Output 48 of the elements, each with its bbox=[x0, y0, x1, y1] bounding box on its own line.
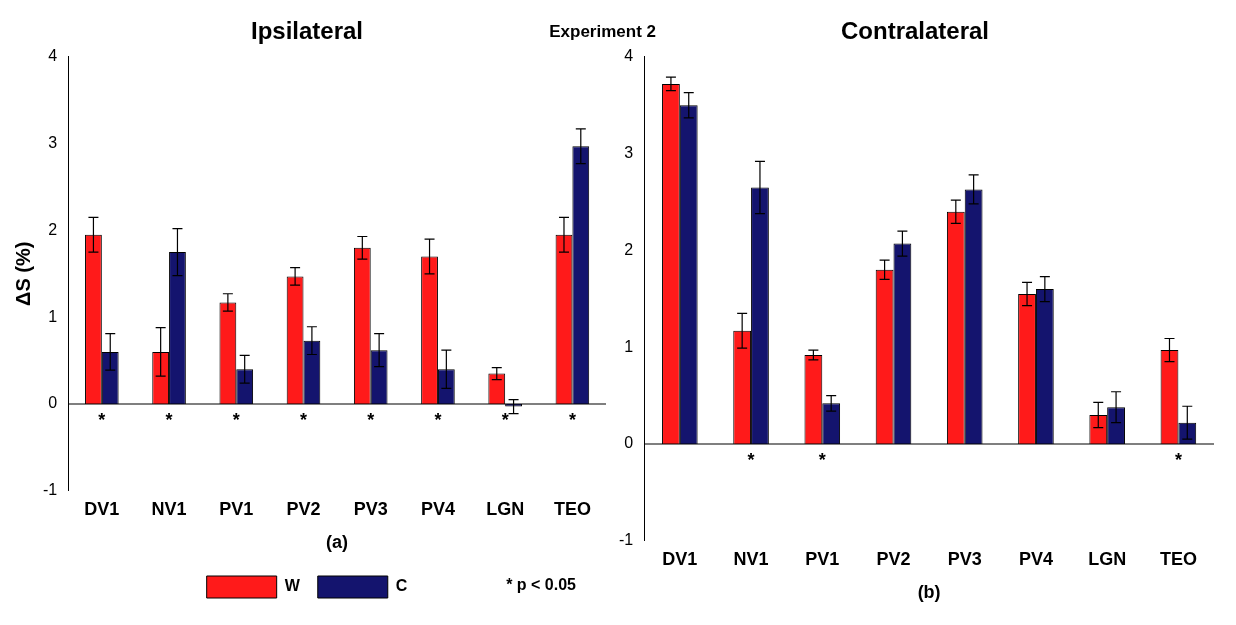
data-label: * bbox=[165, 409, 173, 430]
y-tick-label: 3 bbox=[48, 134, 58, 152]
chart-title: Contralateral bbox=[840, 17, 990, 45]
text: * p < 0.05 bbox=[506, 576, 576, 594]
x-tick-label: PV3 bbox=[353, 498, 388, 519]
y-tick-label: -1 bbox=[618, 531, 634, 549]
y-tick-label: 2 bbox=[48, 220, 58, 238]
x-tick-label: DV1 bbox=[662, 548, 698, 569]
data-label: * bbox=[98, 409, 106, 430]
data-label: * bbox=[1174, 449, 1182, 470]
y-tick-label: 1 bbox=[624, 337, 634, 355]
text: Experiment 2 bbox=[549, 22, 656, 42]
x-tick-label: LGN bbox=[1088, 548, 1127, 569]
x-tick-label: PV2 bbox=[286, 498, 321, 519]
data-label: * bbox=[367, 409, 375, 430]
y-tick-label: 3 bbox=[624, 144, 634, 162]
x-axis-title: (b) bbox=[917, 582, 941, 603]
x-tick-label: PV1 bbox=[805, 548, 840, 569]
x-tick-label: PV1 bbox=[219, 498, 254, 519]
data-label: * bbox=[434, 409, 442, 430]
y-tick-label: -1 bbox=[42, 481, 58, 499]
x-tick-label: NV1 bbox=[151, 498, 187, 519]
data-label: * bbox=[501, 409, 509, 430]
legend-label: W bbox=[284, 577, 301, 595]
legend-label: C bbox=[395, 577, 408, 595]
data-label: * bbox=[818, 449, 826, 470]
y-tick-label: 2 bbox=[624, 240, 634, 258]
x-tick-label: DV1 bbox=[84, 498, 120, 519]
x-tick-label: PV2 bbox=[876, 548, 911, 569]
x-tick-label: TEO bbox=[553, 498, 591, 519]
x-tick-label: NV1 bbox=[733, 548, 769, 569]
y-axis-title: ΔS (%) bbox=[11, 241, 34, 306]
y-tick-label: 0 bbox=[48, 394, 58, 412]
data-label: * bbox=[747, 449, 755, 470]
y-tick-label: 1 bbox=[48, 307, 58, 325]
x-tick-label: LGN bbox=[486, 498, 525, 519]
data-label: * bbox=[299, 409, 308, 430]
data-label: * bbox=[232, 409, 240, 430]
chart-title: Ipsilateral bbox=[250, 17, 364, 45]
y-tick-label: 4 bbox=[624, 47, 634, 65]
x-tick-label: TEO bbox=[1159, 548, 1197, 569]
x-axis-title: (a) bbox=[326, 532, 349, 553]
x-tick-label: PV3 bbox=[947, 548, 982, 569]
y-tick-label: 4 bbox=[48, 47, 58, 65]
y-tick-label: 0 bbox=[624, 434, 634, 452]
x-tick-label: PV4 bbox=[1018, 548, 1053, 569]
x-tick-label: PV4 bbox=[420, 498, 455, 519]
data-label: * bbox=[568, 409, 576, 430]
